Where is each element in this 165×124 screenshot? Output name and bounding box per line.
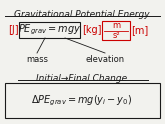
Text: s²: s²: [112, 31, 120, 40]
Text: $\Delta PE_{grav} = mg(y_i - y_0)$: $\Delta PE_{grav} = mg(y_i - y_0)$: [32, 93, 132, 108]
Text: elevation: elevation: [85, 55, 125, 64]
Text: mass: mass: [26, 55, 48, 64]
Text: $PE_{grav} = mgy$: $PE_{grav} = mgy$: [18, 23, 81, 37]
Text: [kg]: [kg]: [82, 25, 101, 35]
Bar: [102, 21, 130, 40]
Bar: [5, 83, 160, 118]
Text: [J]: [J]: [8, 25, 19, 35]
Text: [m]: [m]: [131, 25, 148, 35]
Text: m: m: [112, 21, 120, 30]
Text: Gravitational Potential Energy: Gravitational Potential Energy: [14, 10, 150, 19]
Text: Initial→Final Change: Initial→Final Change: [36, 74, 128, 83]
Bar: [19, 22, 80, 38]
